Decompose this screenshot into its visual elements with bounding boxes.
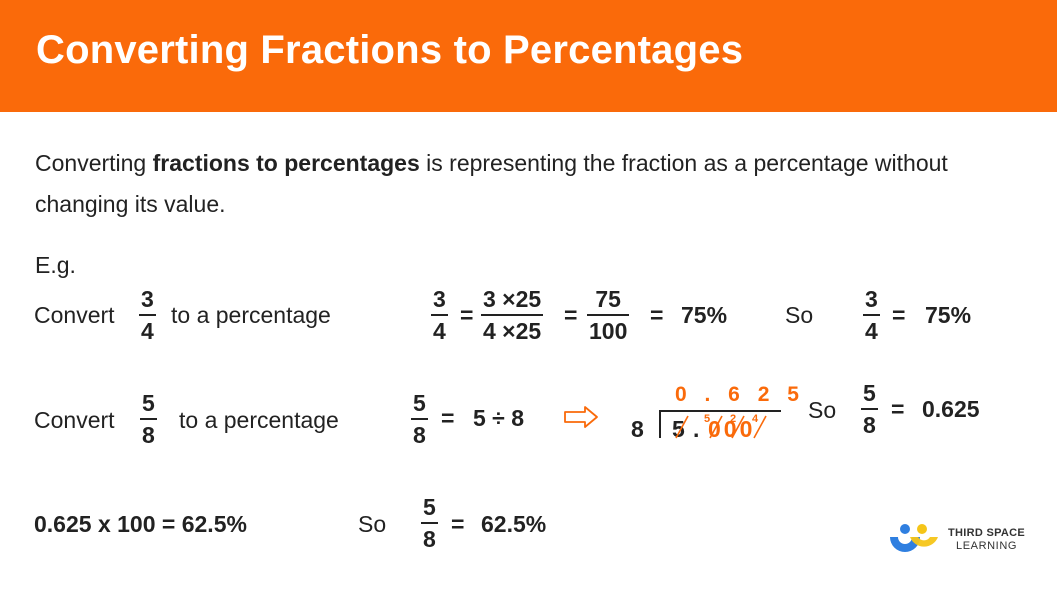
- third-space-learning-logo-icon: [890, 524, 938, 552]
- ex2-fraction-again: 5 8: [411, 390, 428, 448]
- ex2-final-equals: =: [891, 396, 905, 422]
- ex1-fraction-num: 3: [141, 286, 154, 312]
- ex3-result: 62.5%: [481, 511, 547, 537]
- ex2-convert: Convert: [34, 407, 115, 433]
- ex1-final-fraction: 3 4: [863, 286, 880, 344]
- logo-line1: THIRD SPACE: [948, 527, 1026, 539]
- ex1-final-result: 75%: [925, 302, 972, 328]
- fraction-bar: [431, 314, 448, 316]
- ex1-final-equals: =: [892, 302, 906, 328]
- ex2-division: 5 ÷ 8: [473, 405, 524, 431]
- page-title: Converting Fractions to Percentages: [36, 28, 744, 72]
- ex2-fraction-again-num: 5: [413, 390, 426, 416]
- ex2-final-result: 0.625: [922, 396, 980, 422]
- long-division-quotient: 0 . 6 2 5: [675, 383, 805, 406]
- ex2-equals: =: [441, 405, 455, 431]
- intro-text: Converting fractions to percentages is r…: [35, 143, 1025, 225]
- ex2-fraction-again-den: 8: [413, 422, 426, 448]
- ex3-fraction: 5 8: [421, 494, 438, 552]
- ex2-so: So: [808, 397, 837, 423]
- ex1-fraction-again-den: 4: [433, 318, 446, 344]
- long-division-divisor: 8: [631, 416, 644, 442]
- ex3-calc: 0.625 x 100 = 62.5%: [34, 511, 247, 537]
- ex1-so: So: [785, 302, 814, 328]
- ex2-to-percentage: to a percentage: [179, 407, 339, 433]
- logo-text: THIRD SPACE LEARNING: [948, 527, 1025, 553]
- intro-before: Converting: [35, 150, 153, 176]
- fraction-bar: [481, 314, 544, 316]
- long-division-carry: 5: [704, 413, 711, 425]
- ex1-fraction-again: 3 4: [431, 286, 448, 344]
- logo-line2: LEARNING: [956, 540, 1018, 552]
- example-label: E.g.: [35, 252, 76, 278]
- ex1-convert: Convert: [34, 302, 115, 328]
- ex1-step2-num: 75: [595, 286, 621, 312]
- fraction-bar: [411, 418, 428, 420]
- ex1-equals-1: =: [460, 302, 474, 328]
- ex1-final-num: 3: [865, 286, 878, 312]
- ex1-step1-num: 3 ×25: [483, 286, 542, 312]
- ex3-fraction-num: 5: [423, 494, 436, 520]
- ex1-step1-fraction: 3 ×25 4 ×25: [481, 286, 544, 344]
- ex2-fraction-num: 5: [142, 390, 155, 416]
- fraction-bar: [587, 314, 630, 316]
- header-banner: Converting Fractions to Percentages: [0, 0, 1057, 112]
- long-division-dot: .: [693, 416, 700, 442]
- fraction-bar: [421, 522, 438, 524]
- ex2-final-num: 5: [863, 380, 876, 406]
- strikethrough-marks: [675, 415, 767, 439]
- long-division-bracket: [659, 410, 781, 438]
- ex1-step2-fraction: 75 100: [587, 286, 630, 344]
- ex3-so: So: [358, 511, 387, 537]
- ex2-final-fraction: 5 8: [861, 380, 878, 438]
- ex1-step1-den: 4 ×25: [483, 318, 542, 344]
- long-division-dividend-whole: 5: [672, 416, 685, 442]
- ex1-fraction-den: 4: [141, 318, 154, 344]
- ex1-final-den: 4: [865, 318, 878, 344]
- ex2-fraction: 5 8: [140, 390, 157, 448]
- ex1-fraction: 3 4: [139, 286, 156, 344]
- fraction-bar: [139, 314, 156, 316]
- fraction-bar: [140, 418, 157, 420]
- fraction-bar: [861, 408, 878, 410]
- ex2-fraction-den: 8: [142, 422, 155, 448]
- ex1-to-percentage: to a percentage: [171, 302, 331, 328]
- intro-after: is representing the fraction as a percen…: [35, 150, 948, 217]
- ex1-fraction-again-num: 3: [433, 286, 446, 312]
- ex3-fraction-den: 8: [423, 526, 436, 552]
- right-arrow-outline-icon: [564, 406, 598, 428]
- ex3-equals: =: [451, 511, 465, 537]
- fraction-bar: [863, 314, 880, 316]
- long-division-carry: 4: [752, 413, 759, 425]
- ex1-equals-3: =: [650, 302, 664, 328]
- ex2-final-den: 8: [863, 412, 876, 438]
- long-division-carry: 2: [730, 413, 737, 425]
- ex1-equals-2: =: [564, 302, 578, 328]
- ex1-result: 75%: [681, 302, 728, 328]
- ex1-step2-den: 100: [589, 318, 628, 344]
- intro-bold: fractions to percentages: [152, 150, 420, 176]
